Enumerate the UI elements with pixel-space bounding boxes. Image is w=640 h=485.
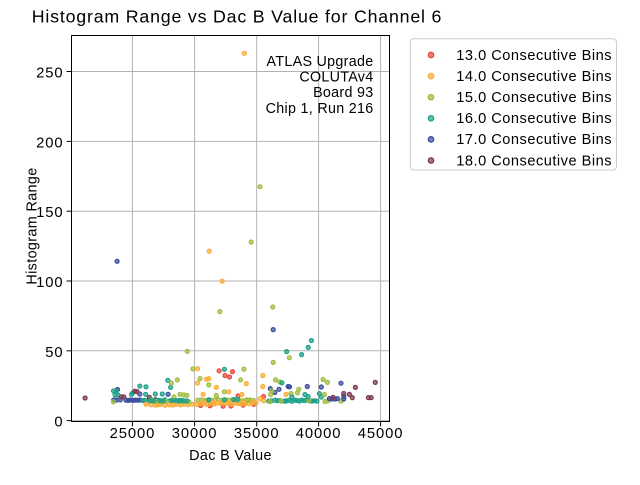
svg-text:25000: 25000 [110, 426, 156, 442]
svg-text:Board 93: Board 93 [313, 85, 373, 101]
svg-text:0: 0 [54, 415, 63, 431]
svg-text:ATLAS Upgrade: ATLAS Upgrade [267, 54, 374, 70]
svg-text:COLUTAv4: COLUTAv4 [299, 70, 373, 86]
svg-text:13.0 Consecutive Bins: 13.0 Consecutive Bins [456, 48, 612, 64]
svg-text:200: 200 [36, 135, 63, 151]
svg-text:100: 100 [36, 275, 63, 291]
svg-text:17.0 Consecutive Bins: 17.0 Consecutive Bins [456, 132, 612, 148]
svg-text:Chip 1, Run 216: Chip 1, Run 216 [266, 101, 374, 117]
svg-text:45000: 45000 [358, 426, 404, 442]
svg-text:Histogram Range vs Dac B Value: Histogram Range vs Dac B Value for Chann… [32, 6, 442, 26]
svg-text:15.0 Consecutive Bins: 15.0 Consecutive Bins [456, 90, 612, 106]
svg-text:40000: 40000 [296, 426, 342, 442]
svg-text:Histogram Range: Histogram Range [24, 167, 40, 284]
svg-text:Dac B Value: Dac B Value [189, 448, 272, 464]
svg-text:14.0 Consecutive Bins: 14.0 Consecutive Bins [456, 69, 612, 85]
svg-text:18.0 Consecutive Bins: 18.0 Consecutive Bins [456, 153, 612, 169]
svg-text:30000: 30000 [172, 426, 218, 442]
svg-text:150: 150 [36, 205, 63, 221]
svg-text:250: 250 [36, 66, 63, 82]
svg-text:50: 50 [45, 345, 63, 361]
svg-text:35000: 35000 [234, 426, 280, 442]
svg-text:16.0 Consecutive Bins: 16.0 Consecutive Bins [456, 111, 612, 127]
